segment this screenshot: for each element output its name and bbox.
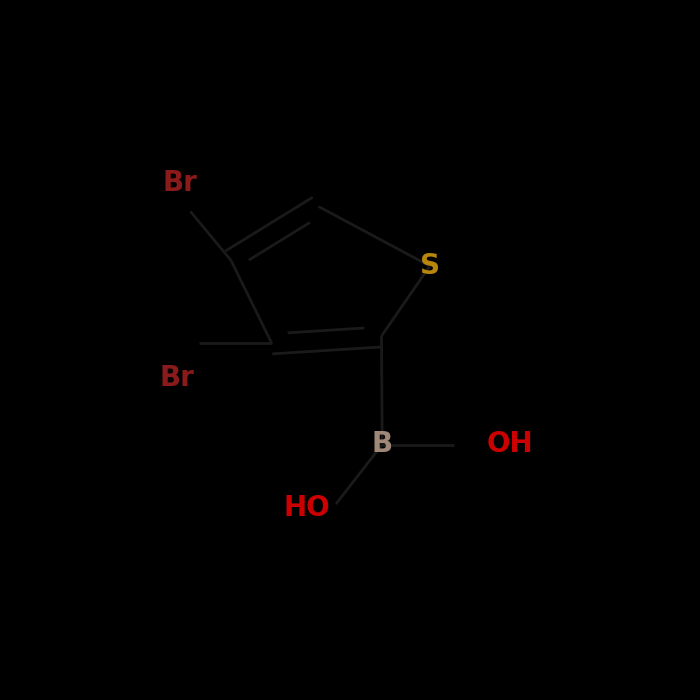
Text: S: S bbox=[420, 252, 440, 280]
Text: B: B bbox=[372, 430, 393, 458]
Text: OH: OH bbox=[486, 430, 533, 458]
Text: Br: Br bbox=[160, 364, 195, 392]
Text: HO: HO bbox=[284, 494, 330, 522]
Text: Br: Br bbox=[162, 169, 197, 197]
